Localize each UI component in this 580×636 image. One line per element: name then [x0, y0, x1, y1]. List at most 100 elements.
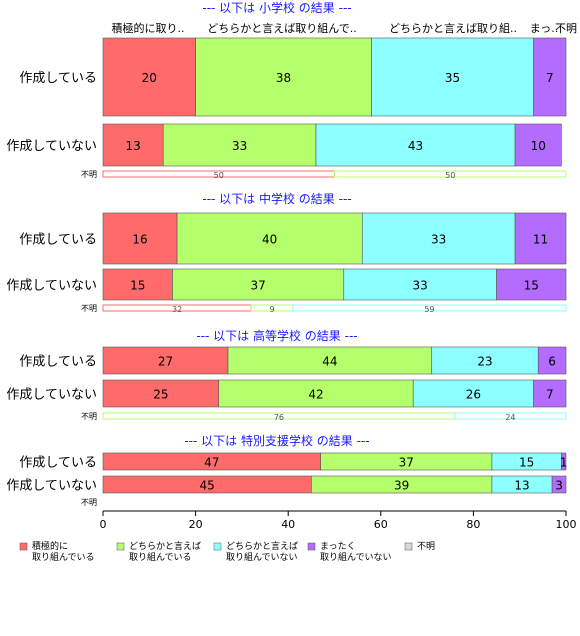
data-label: 13 — [514, 479, 529, 493]
x-tick-label: 20 — [189, 518, 203, 531]
row-label: 作成している — [19, 71, 97, 86]
bar-segment — [551, 475, 567, 494]
bar-segment — [533, 37, 567, 117]
bar-segment — [102, 212, 178, 265]
legend-label: 取り組んでいる — [32, 551, 95, 563]
data-label: 24 — [505, 413, 515, 422]
data-label: 44 — [322, 355, 337, 369]
row-label: 不明 — [81, 412, 97, 421]
row-label: 作成していない — [6, 139, 97, 154]
data-label: 10 — [531, 139, 546, 153]
row-label: 不明 — [81, 304, 97, 313]
data-label: 50 — [214, 171, 224, 180]
bar-segment — [102, 268, 173, 301]
row-label: 作成している — [19, 456, 97, 471]
column-header: 不明 — [555, 22, 577, 35]
bar-segment — [162, 123, 317, 167]
data-label: 33 — [431, 233, 446, 247]
bar-segment — [102, 37, 196, 117]
data-label: 76 — [274, 413, 284, 422]
legend-swatch — [116, 542, 125, 551]
legend-label: 取り組んでいない — [320, 551, 392, 563]
bar-segment — [431, 346, 539, 375]
panel-title: --- 以下は 高等学校 の結果 --- — [196, 328, 357, 343]
row-label: 作成していない — [6, 479, 97, 494]
legend-label: まったく — [320, 541, 356, 552]
legend-label: どちらかと言えば — [129, 540, 201, 552]
bar-segment — [412, 379, 534, 408]
data-label: 32 — [172, 305, 182, 314]
data-label: 40 — [262, 233, 277, 247]
data-label: 20 — [142, 71, 157, 85]
row-label: 作成していない — [6, 388, 97, 403]
bar-segment — [514, 123, 562, 167]
panel-title: --- 以下は 小学校 の結果 --- — [202, 0, 351, 15]
data-label: 23 — [477, 355, 492, 369]
data-label: 35 — [445, 71, 460, 85]
data-label: 25 — [153, 388, 168, 402]
row-label: 不明 — [81, 170, 97, 179]
row-label: 作成している — [19, 233, 97, 248]
bar-segment — [533, 379, 567, 408]
row-label: 作成している — [19, 355, 97, 370]
data-label: 27 — [158, 355, 173, 369]
data-label: 43 — [408, 139, 423, 153]
bar-segment — [334, 170, 567, 178]
x-tick-label: 40 — [281, 518, 295, 531]
bar-segment — [292, 304, 567, 312]
bar-segment — [172, 268, 345, 301]
data-label: 33 — [413, 279, 428, 293]
data-label: 45 — [200, 479, 215, 493]
data-label: 3 — [555, 479, 563, 493]
legend-label: 取り組んでいない — [226, 551, 298, 563]
legend-swatch — [213, 542, 222, 551]
bar-segment — [537, 346, 567, 375]
data-label: 26 — [466, 388, 481, 402]
bar-segment — [343, 268, 497, 301]
panel-title: --- 以下は 中学校 の結果 --- — [202, 191, 351, 206]
data-label: 37 — [250, 279, 265, 293]
bar-segment — [195, 37, 372, 117]
x-tick-label: 0 — [100, 518, 107, 531]
bar-segment — [454, 412, 567, 420]
bar-segment — [514, 212, 567, 265]
data-label: 9 — [269, 305, 274, 314]
column-header: どちらかと言えば取り組んで.. — [207, 22, 356, 35]
bar-segment — [102, 346, 229, 375]
data-label: 38 — [276, 71, 291, 85]
legend-label: どちらかと言えば — [226, 540, 298, 552]
bar-segment — [102, 379, 220, 408]
row-label: 不明 — [81, 498, 97, 507]
column-header: 積極的に取り.. — [112, 21, 185, 35]
data-label: 47 — [204, 456, 219, 470]
data-label: 59 — [424, 305, 434, 314]
bar-segment — [227, 346, 433, 375]
legend-label: 不明 — [417, 541, 435, 552]
data-label: 15 — [130, 279, 145, 293]
data-label: 16 — [132, 233, 147, 247]
legend-swatch — [404, 542, 413, 551]
panel-title: --- 以下は 特別支援学校 の結果 --- — [184, 433, 369, 448]
legend-swatch — [307, 542, 316, 551]
bar-segment — [218, 379, 414, 408]
data-label: 33 — [232, 139, 247, 153]
data-label: 50 — [445, 171, 455, 180]
data-label: 39 — [394, 479, 409, 493]
legend-swatch — [19, 542, 28, 551]
bar-segment — [361, 212, 516, 265]
bar-segment — [176, 212, 363, 265]
data-label: 7 — [546, 388, 554, 402]
bar-segment — [496, 268, 567, 301]
data-label: 42 — [308, 388, 323, 402]
bar-segment — [315, 123, 516, 167]
column-header: どちらかと言えば取り組.. — [389, 22, 517, 35]
x-tick-label: 100 — [556, 518, 577, 531]
data-label: 1 — [560, 456, 568, 470]
legend-label: 取り組んでいる — [129, 551, 192, 563]
legend-label: 積極的に — [32, 540, 68, 552]
bar-segment — [371, 37, 534, 117]
column-header: まっ.. — [530, 22, 559, 35]
data-label: 15 — [519, 456, 534, 470]
bar-segment — [102, 123, 164, 167]
